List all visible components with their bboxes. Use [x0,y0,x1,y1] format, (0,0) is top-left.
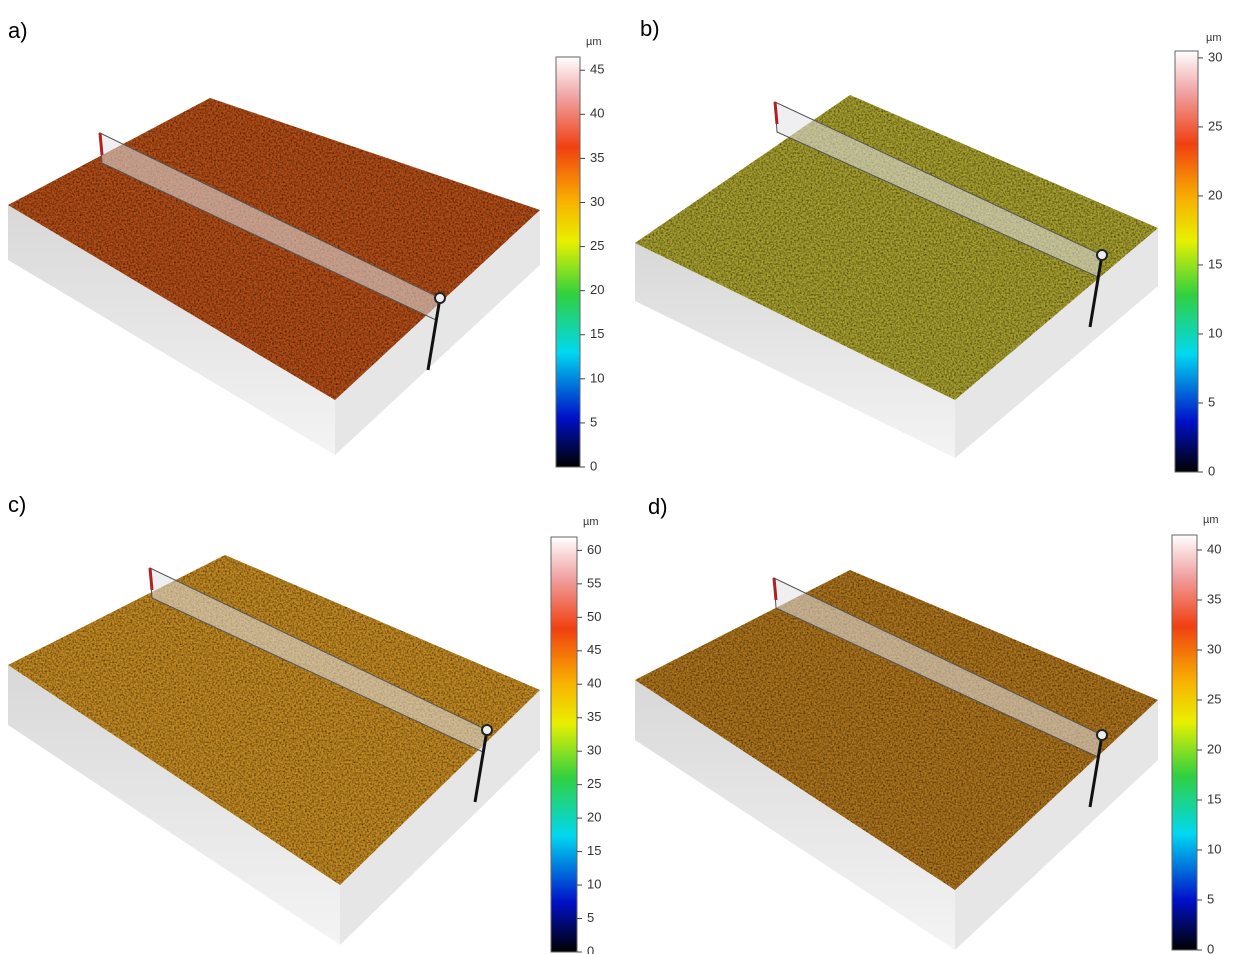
tick-label: 30 [587,743,601,758]
colorbar-unit: µm [583,516,599,528]
tick-label: 45 [587,642,601,657]
tick-label: 40 [587,676,601,691]
pin [98,132,104,156]
surface-side [635,243,955,458]
tick-label: 45 [590,62,604,77]
tick-label: 0 [587,943,594,954]
pin-head [1096,249,1108,261]
colorbar [555,56,581,468]
tick-label: 35 [1207,591,1221,606]
panel-label: c) [8,492,26,517]
surface-side [340,690,540,945]
tick-label: 15 [590,326,604,341]
tick-label: 40 [1207,541,1221,556]
tick-label: 5 [587,910,594,925]
tick-label: 10 [587,877,601,892]
tick-label: 35 [590,150,604,165]
tick-label: 15 [1207,791,1221,806]
tick-label: 20 [590,282,604,297]
surface-side [8,205,335,455]
tick-label: 0 [590,458,597,473]
pin [473,729,489,803]
pin [1088,254,1104,328]
tick-label: 10 [1208,325,1222,340]
pin-head [481,724,493,736]
tick-label: 5 [1208,394,1215,409]
tick-label: 50 [587,609,601,624]
tick-label: 30 [1208,49,1222,64]
tick-label: 30 [590,194,604,209]
pin [426,297,442,371]
tick-label: 25 [1208,118,1222,133]
colorbar-unit: µm [1203,514,1219,526]
pin-head [434,292,446,304]
tick-label: 40 [590,106,604,121]
tick-label: 20 [587,810,601,825]
panel: d) µm 0 5 10 15 20 25 30 35 40 [635,494,1221,954]
surface-top [8,555,540,885]
colorbar-unit: µm [1206,32,1222,44]
tick-label: 10 [590,370,604,385]
colorbar [1174,50,1199,473]
surface-side [335,210,540,455]
tick-label: 25 [587,776,601,791]
surface-side [8,665,340,945]
tick-label: 5 [590,414,597,429]
surface-side [955,228,1158,458]
tick-label: 20 [1207,741,1221,756]
surface-side [635,680,955,950]
tick-label: 0 [1208,463,1215,478]
panel-label: b) [640,16,660,41]
panel-label: d) [648,494,668,519]
tick-label: 25 [590,238,604,253]
surface-top [8,98,540,400]
surface-top [635,570,1158,890]
colorbar [1171,534,1198,951]
pin-head [1096,729,1108,741]
pin [772,577,778,601]
tick-label: 55 [587,575,601,590]
tick-label: 25 [1207,691,1221,706]
panel: a) µm 0 5 10 15 20 25 30 35 40 45 [8,18,604,473]
tick-label: 15 [587,843,601,858]
colorbar [550,536,578,953]
colorbar-unit: µm [586,36,602,48]
panel: b) µm 0 5 10 15 20 25 30 [635,16,1222,478]
panel-label: a) [8,18,28,43]
surface-side [955,700,1158,950]
tick-label: 35 [587,709,601,724]
pin [773,101,779,125]
tick-label: 30 [1207,641,1221,656]
tick-label: 20 [1208,187,1222,202]
surface-top [635,95,1158,400]
tick-label: 15 [1208,256,1222,271]
tick-label: 5 [1207,891,1214,906]
panel: c) µm 0 5 10 15 20 25 30 35 40 45 50 55 60 [8,492,601,954]
tick-label: 60 [587,542,601,557]
tick-label: 0 [1207,941,1214,954]
tick-label: 10 [1207,841,1221,856]
pin [1088,734,1104,808]
pin [148,567,154,591]
